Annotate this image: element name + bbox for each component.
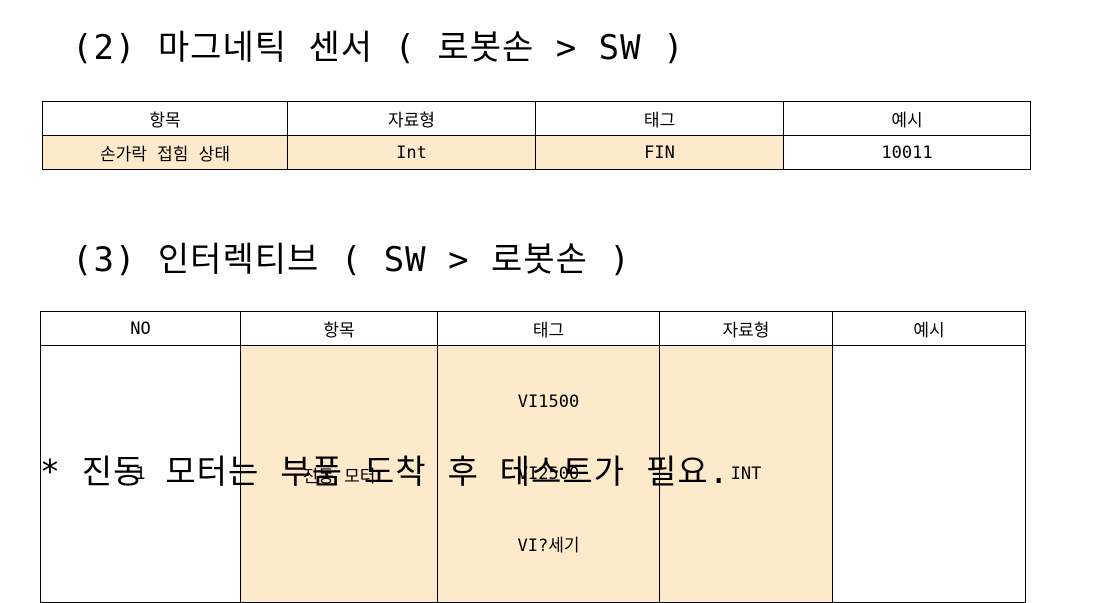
magnetic-sensor-table: 항목 자료형 태그 예시 손가락 접힘 상태 Int FIN 10011 [42, 101, 1031, 170]
header-tag: 태그 [437, 311, 660, 346]
table-header-row: NO 항목 태그 자료형 예시 [40, 311, 1026, 346]
header-no: NO [40, 311, 241, 346]
cell-example [832, 345, 1026, 603]
cell-example: 10011 [783, 135, 1031, 170]
header-data-type: 자료형 [659, 311, 833, 346]
tag-line: VI?세기 [517, 536, 580, 556]
header-example: 예시 [783, 101, 1031, 136]
cell-data-type: Int [287, 135, 536, 170]
header-example: 예시 [832, 311, 1026, 346]
section-3-title: (3) 인터렉티브 ( SW > 로봇손 ) [72, 240, 631, 280]
cell-item: 손가락 접힘 상태 [42, 135, 288, 170]
tag-line: VI2500 [517, 464, 580, 484]
header-data-type: 자료형 [287, 101, 536, 136]
header-tag: 태그 [535, 101, 784, 136]
section-2-title: (2) 마그네틱 센서 ( 로봇손 > SW ) [72, 28, 685, 68]
tag-line: VI1500 [517, 392, 580, 412]
header-item: 항목 [240, 311, 438, 346]
footnote: * 진동 모터는 부품 도착 후 테스트가 필요. [40, 452, 730, 491]
header-item: 항목 [42, 101, 288, 136]
table-row: 손가락 접힘 상태 Int FIN 10011 [42, 135, 1031, 170]
cell-tag: FIN [535, 135, 784, 170]
table-header-row: 항목 자료형 태그 예시 [42, 101, 1031, 136]
